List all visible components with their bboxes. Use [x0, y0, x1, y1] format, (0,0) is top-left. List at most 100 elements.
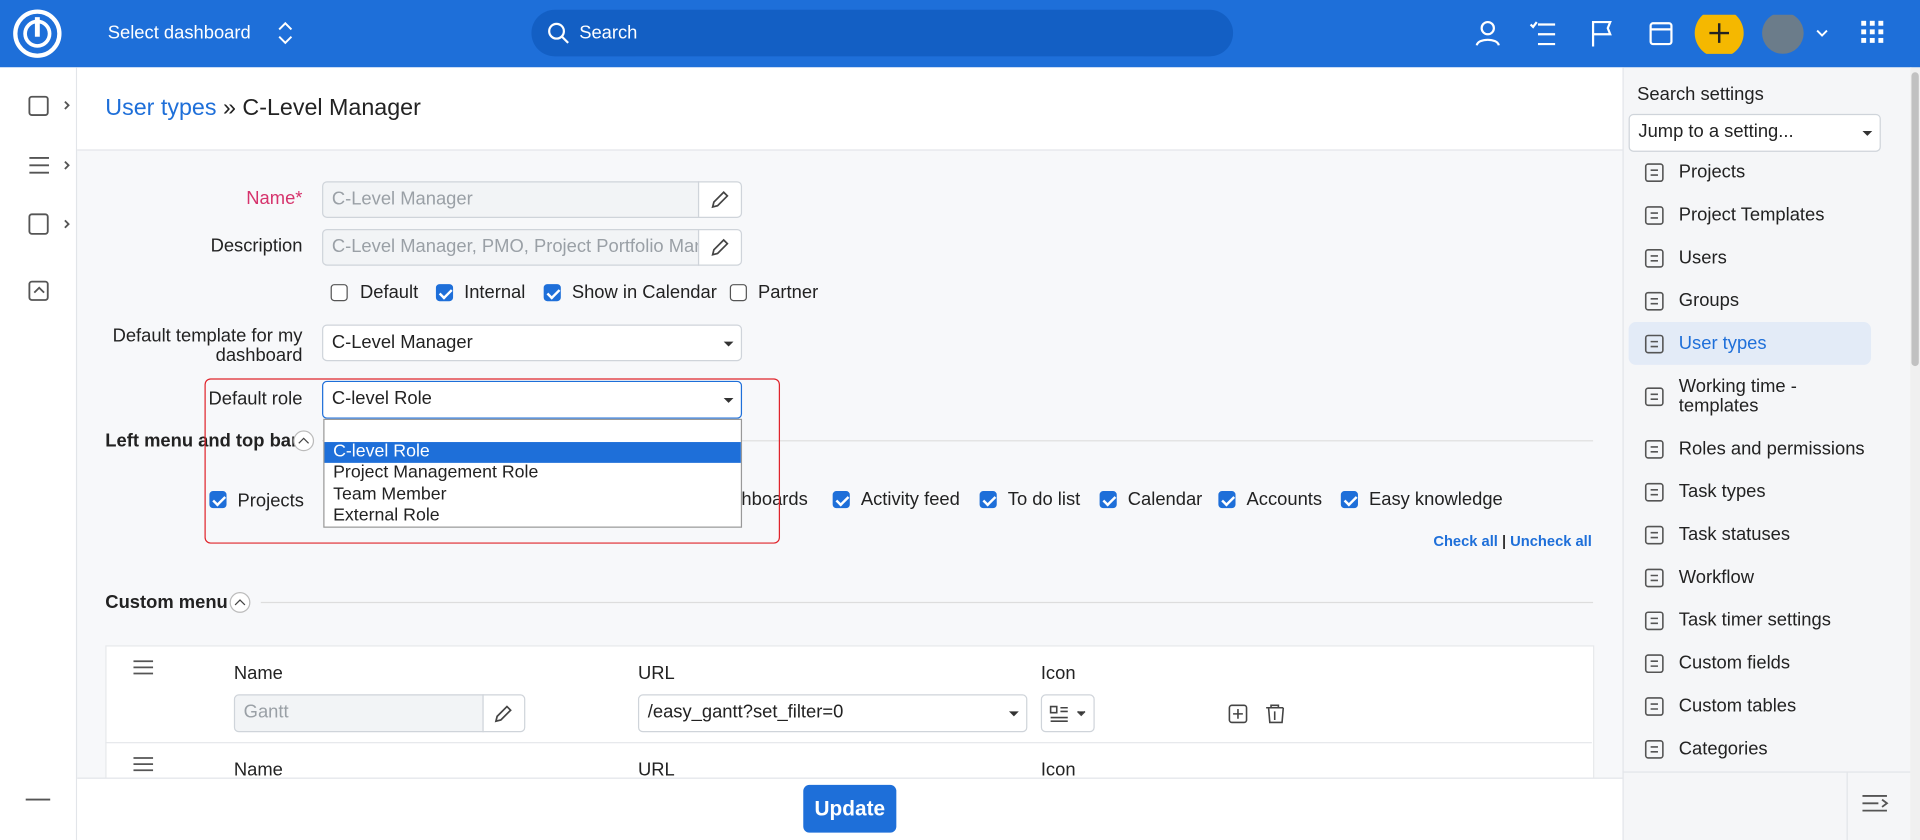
- settings-item[interactable]: Working time - templates: [1629, 365, 1871, 427]
- checkbox-label: To do list: [1007, 489, 1081, 511]
- left-nav: [0, 67, 78, 840]
- settings-icon: [1644, 205, 1664, 225]
- settings-icon: [1644, 653, 1664, 673]
- settings-item[interactable]: Task timer settings: [1629, 599, 1871, 642]
- icon-select[interactable]: [1040, 694, 1095, 733]
- edit-button[interactable]: [482, 694, 526, 733]
- check-links: Check all | Uncheck all: [1433, 533, 1592, 550]
- jump-select[interactable]: Jump to a setting...: [1628, 113, 1881, 152]
- checkbox-label: Internal: [464, 282, 526, 304]
- breadcrumb-separator: »: [222, 95, 236, 122]
- section-title: Custom menu: [105, 592, 228, 613]
- checkbox[interactable]: [1340, 491, 1358, 509]
- checkbox-label: Default: [360, 282, 419, 304]
- settings-item-label: Users: [1678, 247, 1727, 269]
- update-button[interactable]: Update: [803, 784, 897, 833]
- settings-item[interactable]: Users: [1629, 236, 1871, 279]
- settings-item[interactable]: User types: [1628, 322, 1872, 365]
- description-input[interactable]: C-Level Manager, PMO, Project Portfolio …: [322, 228, 700, 266]
- settings-list: Projects Project Templates Users Groups User…: [1628, 151, 1872, 771]
- checkbox[interactable]: [209, 491, 227, 509]
- settings-icon: [1644, 525, 1664, 544]
- settings-item[interactable]: Categories: [1629, 727, 1871, 770]
- template-label: Default template for my dashboard: [112, 325, 303, 367]
- settings-icon: [1644, 696, 1664, 716]
- checkbox-label: Activity feed: [860, 489, 960, 511]
- section-toggle[interactable]: [228, 590, 1595, 614]
- logo[interactable]: [12, 9, 62, 59]
- settings-item[interactable]: Custom fields: [1629, 642, 1871, 685]
- name-input[interactable]: C-Level Manager: [322, 181, 700, 218]
- settings-item-label: Task types: [1678, 481, 1766, 503]
- settings-icon: [1644, 291, 1664, 310]
- settings-item[interactable]: Projects: [1629, 151, 1871, 194]
- settings-item-label: Custom fields: [1678, 652, 1791, 674]
- dashboard-select[interactable]: Select dashboard: [107, 22, 251, 44]
- settings-item[interactable]: Task statuses: [1629, 513, 1871, 556]
- role-option[interactable]: Team Member: [333, 484, 447, 504]
- menu-name-input[interactable]: Gantt: [233, 694, 484, 733]
- link-separator: |: [1501, 532, 1507, 550]
- template-select[interactable]: C-Level Manager: [322, 324, 743, 362]
- checkbox-label: Easy knowledge: [1368, 489, 1503, 511]
- search-placeholder: Search: [579, 22, 638, 44]
- settings-item-label: Categories: [1678, 738, 1768, 760]
- drag-handles[interactable]: [132, 659, 154, 775]
- checkbox[interactable]: [729, 284, 747, 302]
- scrollbar-thumb[interactable]: [1911, 72, 1919, 367]
- settings-item[interactable]: Project Templates: [1629, 193, 1871, 236]
- checkbox[interactable]: [543, 284, 561, 302]
- check-all[interactable]: Check all: [1433, 532, 1498, 550]
- column-label: URL: [637, 759, 675, 781]
- checkbox[interactable]: [435, 284, 454, 302]
- checkbox[interactable]: [1218, 491, 1236, 509]
- menu-url-input[interactable]: /easy_gantt?set_filter=0: [637, 694, 1028, 733]
- sidebar-divider: [1846, 771, 1848, 840]
- settings-item-label: Workflow: [1678, 566, 1754, 588]
- settings-icon: [1644, 386, 1664, 406]
- checkbox[interactable]: [979, 491, 997, 509]
- row-divider: [105, 742, 1592, 744]
- checkbox[interactable]: [330, 284, 348, 302]
- section-title: Left menu and top bar: [105, 430, 299, 452]
- checkbox[interactable]: [1099, 491, 1117, 509]
- collapse-icon[interactable]: [1861, 793, 1890, 815]
- name-label: Name*: [246, 187, 303, 209]
- settings-item-label: Working time - templates: [1678, 375, 1797, 416]
- settings-icon: [1644, 334, 1664, 353]
- settings-icon: [1644, 482, 1664, 502]
- edit-button[interactable]: [697, 181, 743, 218]
- breadcrumb-link[interactable]: User types: [105, 95, 217, 122]
- settings-item[interactable]: Groups: [1629, 279, 1871, 322]
- breadcrumb: User types » C-Level Manager: [105, 96, 421, 123]
- page-header: [77, 67, 1623, 151]
- pencil-icons: [711, 191, 729, 256]
- settings-item[interactable]: Task types: [1629, 470, 1871, 513]
- settings-item[interactable]: Workflow: [1629, 556, 1871, 599]
- edit-button[interactable]: [697, 228, 743, 266]
- checkbox[interactable]: [832, 491, 850, 509]
- settings-item[interactable]: Roles and permissions: [1629, 427, 1871, 470]
- column-label: Icon: [1040, 759, 1076, 781]
- role-option[interactable]: C-level Role: [324, 441, 741, 463]
- role-select[interactable]: C-level Role: [322, 380, 743, 419]
- checkbox-label: shboards: [732, 489, 808, 511]
- top-icons[interactable]: [1469, 14, 1898, 54]
- pencil-icon: [494, 705, 512, 723]
- settings-item-label: Projects: [1678, 161, 1746, 183]
- left-nav-icons[interactable]: [24, 92, 73, 802]
- uncheck-all[interactable]: Uncheck all: [1510, 532, 1592, 550]
- settings-item[interactable]: Custom tables: [1629, 684, 1871, 727]
- role-dropdown: C-level Role Project Management Role Tea…: [323, 418, 743, 528]
- settings-sidebar: [1622, 67, 1912, 840]
- settings-icon: [1644, 162, 1664, 182]
- scrollbar: [1910, 67, 1920, 840]
- checkbox-label: Projects: [237, 490, 304, 512]
- column-label: URL: [637, 663, 675, 684]
- role-option[interactable]: External Role: [333, 505, 440, 526]
- search-bar[interactable]: [531, 9, 1234, 57]
- breadcrumb-current: C-Level Manager: [242, 95, 421, 122]
- row-actions[interactable]: [1048, 702, 1293, 726]
- role-option[interactable]: Project Management Role: [333, 462, 539, 483]
